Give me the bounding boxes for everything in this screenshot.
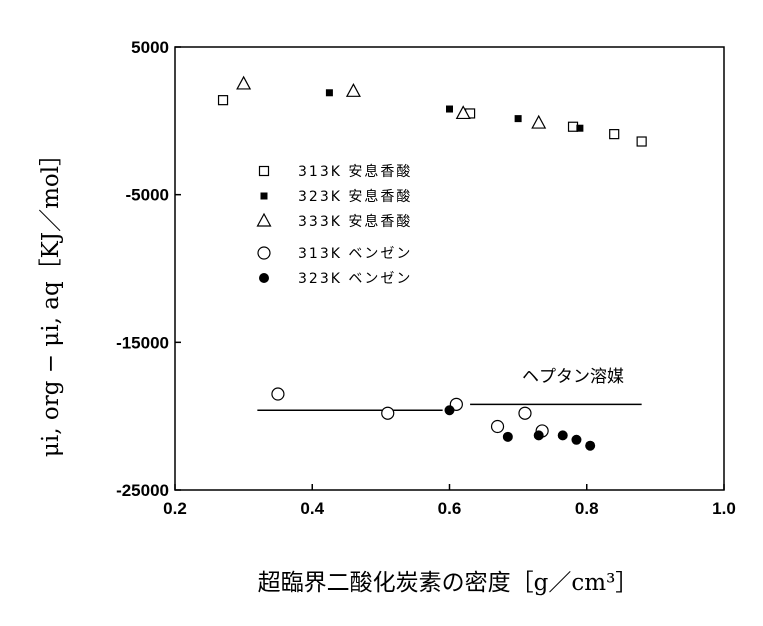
data-point-open-triangle: [236, 75, 252, 90]
legend-label: 323K 安息香酸: [298, 188, 412, 205]
y-tick-label: -5000: [126, 186, 169, 205]
legend-marker-filled-circle: [259, 273, 269, 283]
x-tick-label: 1.0: [712, 499, 736, 518]
data-point-filled-circle: [557, 430, 568, 441]
legend-label: 313K 安息香酸: [298, 163, 412, 180]
data-point-open-square: [217, 95, 229, 106]
legend-label: 323K ベンゼン: [298, 271, 412, 287]
legend-label: 333K 安息香酸: [298, 213, 412, 230]
data-point-open-square: [567, 121, 579, 132]
data-point-filled-circle: [571, 434, 582, 445]
y-tick-label: -25000: [116, 481, 169, 500]
x-axis-ticks: 0.2 0.4 0.6 0.8 1.0: [163, 484, 736, 518]
data-points: [217, 75, 647, 451]
data-point-open-square: [609, 129, 620, 140]
legend: 313K 安息香酸 323K 安息香酸 333K 安息香酸 313K ベンゼン 323K…: [256, 163, 412, 287]
data-point-filled-square: [576, 124, 584, 132]
x-tick-label: 0.8: [575, 499, 599, 518]
data-point-filled-square: [325, 89, 333, 97]
data-point-open-circle: [381, 406, 395, 420]
legend-label: 313K ベンゼン: [298, 246, 412, 262]
data-point-filled-circle: [502, 431, 513, 442]
data-point-open-circle: [490, 419, 505, 434]
data-point-open-triangle: [531, 114, 547, 129]
annotation-label: ヘプタン溶媒: [522, 367, 624, 387]
x-tick-label: 0.6: [438, 499, 462, 518]
data-point-filled-circle: [444, 405, 455, 416]
plot-frame: [174, 46, 725, 491]
legend-marker-open-triangle: [256, 212, 272, 227]
data-point-open-circle: [271, 387, 285, 401]
data-point-filled-circle: [585, 440, 596, 451]
x-tick-label: 0.2: [163, 499, 187, 518]
data-point-filled-square: [446, 105, 453, 113]
x-axis-label: 超臨界二酸化炭素の密度［g／cm³］: [258, 570, 639, 596]
legend-marker-filled-square: [260, 192, 268, 200]
legend-marker-open-circle: [257, 246, 271, 260]
x-tick-label: 0.4: [300, 499, 324, 518]
y-axis-label: μi, org − μi, aq［KJ／mol］: [38, 143, 64, 457]
data-point-open-triangle: [345, 83, 361, 97]
reference-lines: [257, 403, 642, 412]
annotations: ヘプタン溶媒: [522, 367, 624, 387]
legend-marker-open-square: [258, 165, 270, 177]
y-axis-ticks: 5000 -5000 -15000 -25000: [116, 38, 181, 500]
data-point-filled-square: [514, 115, 522, 123]
data-point-open-triangle: [455, 105, 471, 120]
y-tick-label: -15000: [116, 333, 169, 352]
y-tick-label: 5000: [131, 38, 169, 57]
data-point-open-circle: [518, 406, 532, 420]
data-point-filled-circle: [533, 430, 544, 441]
data-point-open-square: [636, 136, 647, 147]
